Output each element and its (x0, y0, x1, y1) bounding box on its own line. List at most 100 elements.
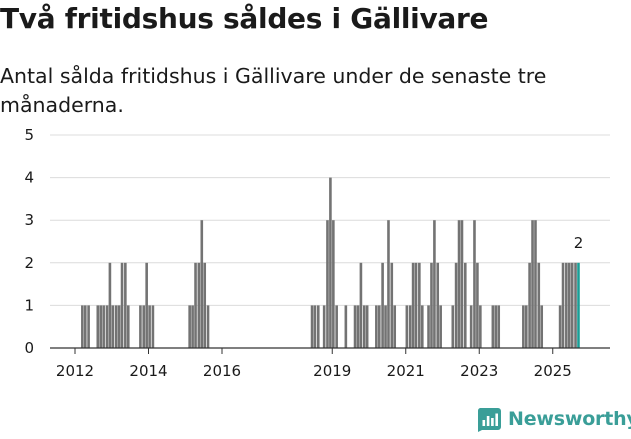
bar (454, 262, 458, 348)
bar (531, 220, 534, 348)
brand-logo: Newsworthy (476, 406, 631, 432)
bar (567, 262, 571, 348)
bar (335, 305, 338, 348)
bar (114, 305, 118, 348)
bar (408, 305, 412, 348)
brand-name: Newsworthy (508, 408, 631, 430)
bar (561, 262, 565, 348)
bar (377, 305, 381, 348)
x-tick-label: 2019 (313, 362, 351, 380)
bar (574, 262, 577, 348)
bar (375, 305, 378, 348)
bar (387, 220, 390, 348)
y-tick-label: 3 (24, 211, 34, 229)
bar (194, 262, 197, 348)
bar (570, 262, 574, 348)
bar (528, 262, 531, 348)
bar (126, 305, 130, 348)
bar (473, 220, 476, 348)
bar (120, 262, 124, 348)
x-tick-label: 2023 (460, 362, 498, 380)
bar (145, 262, 148, 348)
bar (124, 262, 127, 348)
bar (433, 220, 436, 348)
bar (117, 305, 121, 348)
bar (494, 305, 498, 348)
y-tick-label: 2 (24, 254, 34, 272)
bar (99, 305, 103, 348)
bar (111, 305, 115, 348)
bar (105, 305, 109, 348)
bar (405, 305, 409, 348)
bar (87, 305, 90, 348)
newsworthy-logo-icon (477, 408, 501, 432)
bar (356, 305, 360, 348)
chart-title: Två fritidshus såldes i Gällivare (0, 2, 489, 35)
bar (476, 262, 479, 348)
bar (439, 305, 442, 348)
bar (310, 305, 314, 348)
bar (381, 262, 384, 348)
bar (534, 220, 537, 348)
bar (151, 305, 155, 348)
x-tick-label: 2014 (129, 362, 167, 380)
bar (313, 305, 317, 348)
bar (565, 262, 568, 348)
bar (540, 305, 544, 348)
bar (83, 305, 87, 348)
x-tick-label: 2021 (387, 362, 425, 380)
bar (411, 262, 415, 348)
bar (420, 305, 424, 348)
bar (203, 262, 207, 348)
bar (427, 305, 430, 348)
bar (139, 305, 142, 348)
bar (457, 220, 461, 348)
bar (393, 305, 397, 348)
chart-subtitle: Antal sålda fritidshus i Gällivare under… (0, 64, 547, 117)
bar (522, 305, 525, 348)
bar (390, 262, 394, 348)
bar-highlight (577, 262, 580, 348)
bar (524, 305, 528, 348)
bar (326, 220, 329, 348)
bar (414, 262, 418, 348)
bar (537, 262, 541, 348)
bar (365, 305, 369, 348)
bar (148, 305, 151, 348)
bar (322, 305, 326, 348)
bar (200, 220, 204, 348)
bar (469, 305, 473, 348)
bar (102, 305, 105, 348)
bar (362, 305, 366, 348)
x-tick-label: 2016 (203, 362, 241, 380)
bar (188, 305, 191, 348)
bar (191, 305, 194, 348)
x-tick-label: 2025 (534, 362, 572, 380)
bar (479, 305, 482, 348)
bar (108, 262, 112, 348)
bar (418, 262, 421, 348)
x-tick-label: 2012 (56, 362, 94, 380)
bar (332, 220, 335, 348)
bar (558, 305, 562, 348)
bar (491, 305, 495, 348)
bar (497, 305, 501, 348)
bar (430, 262, 433, 348)
bar (359, 262, 363, 348)
bar (384, 305, 387, 348)
bar (329, 177, 332, 348)
bar (96, 305, 100, 348)
y-tick-label: 5 (24, 126, 34, 144)
y-tick-label: 4 (24, 169, 34, 187)
bar (436, 262, 440, 348)
y-tick-label: 1 (24, 296, 34, 314)
bar (81, 305, 84, 348)
bar (206, 305, 210, 348)
bar (463, 262, 467, 348)
data-label: 2 (574, 234, 584, 252)
bar (197, 262, 201, 348)
bar (460, 220, 464, 348)
bar (344, 305, 348, 348)
bar (353, 305, 357, 348)
